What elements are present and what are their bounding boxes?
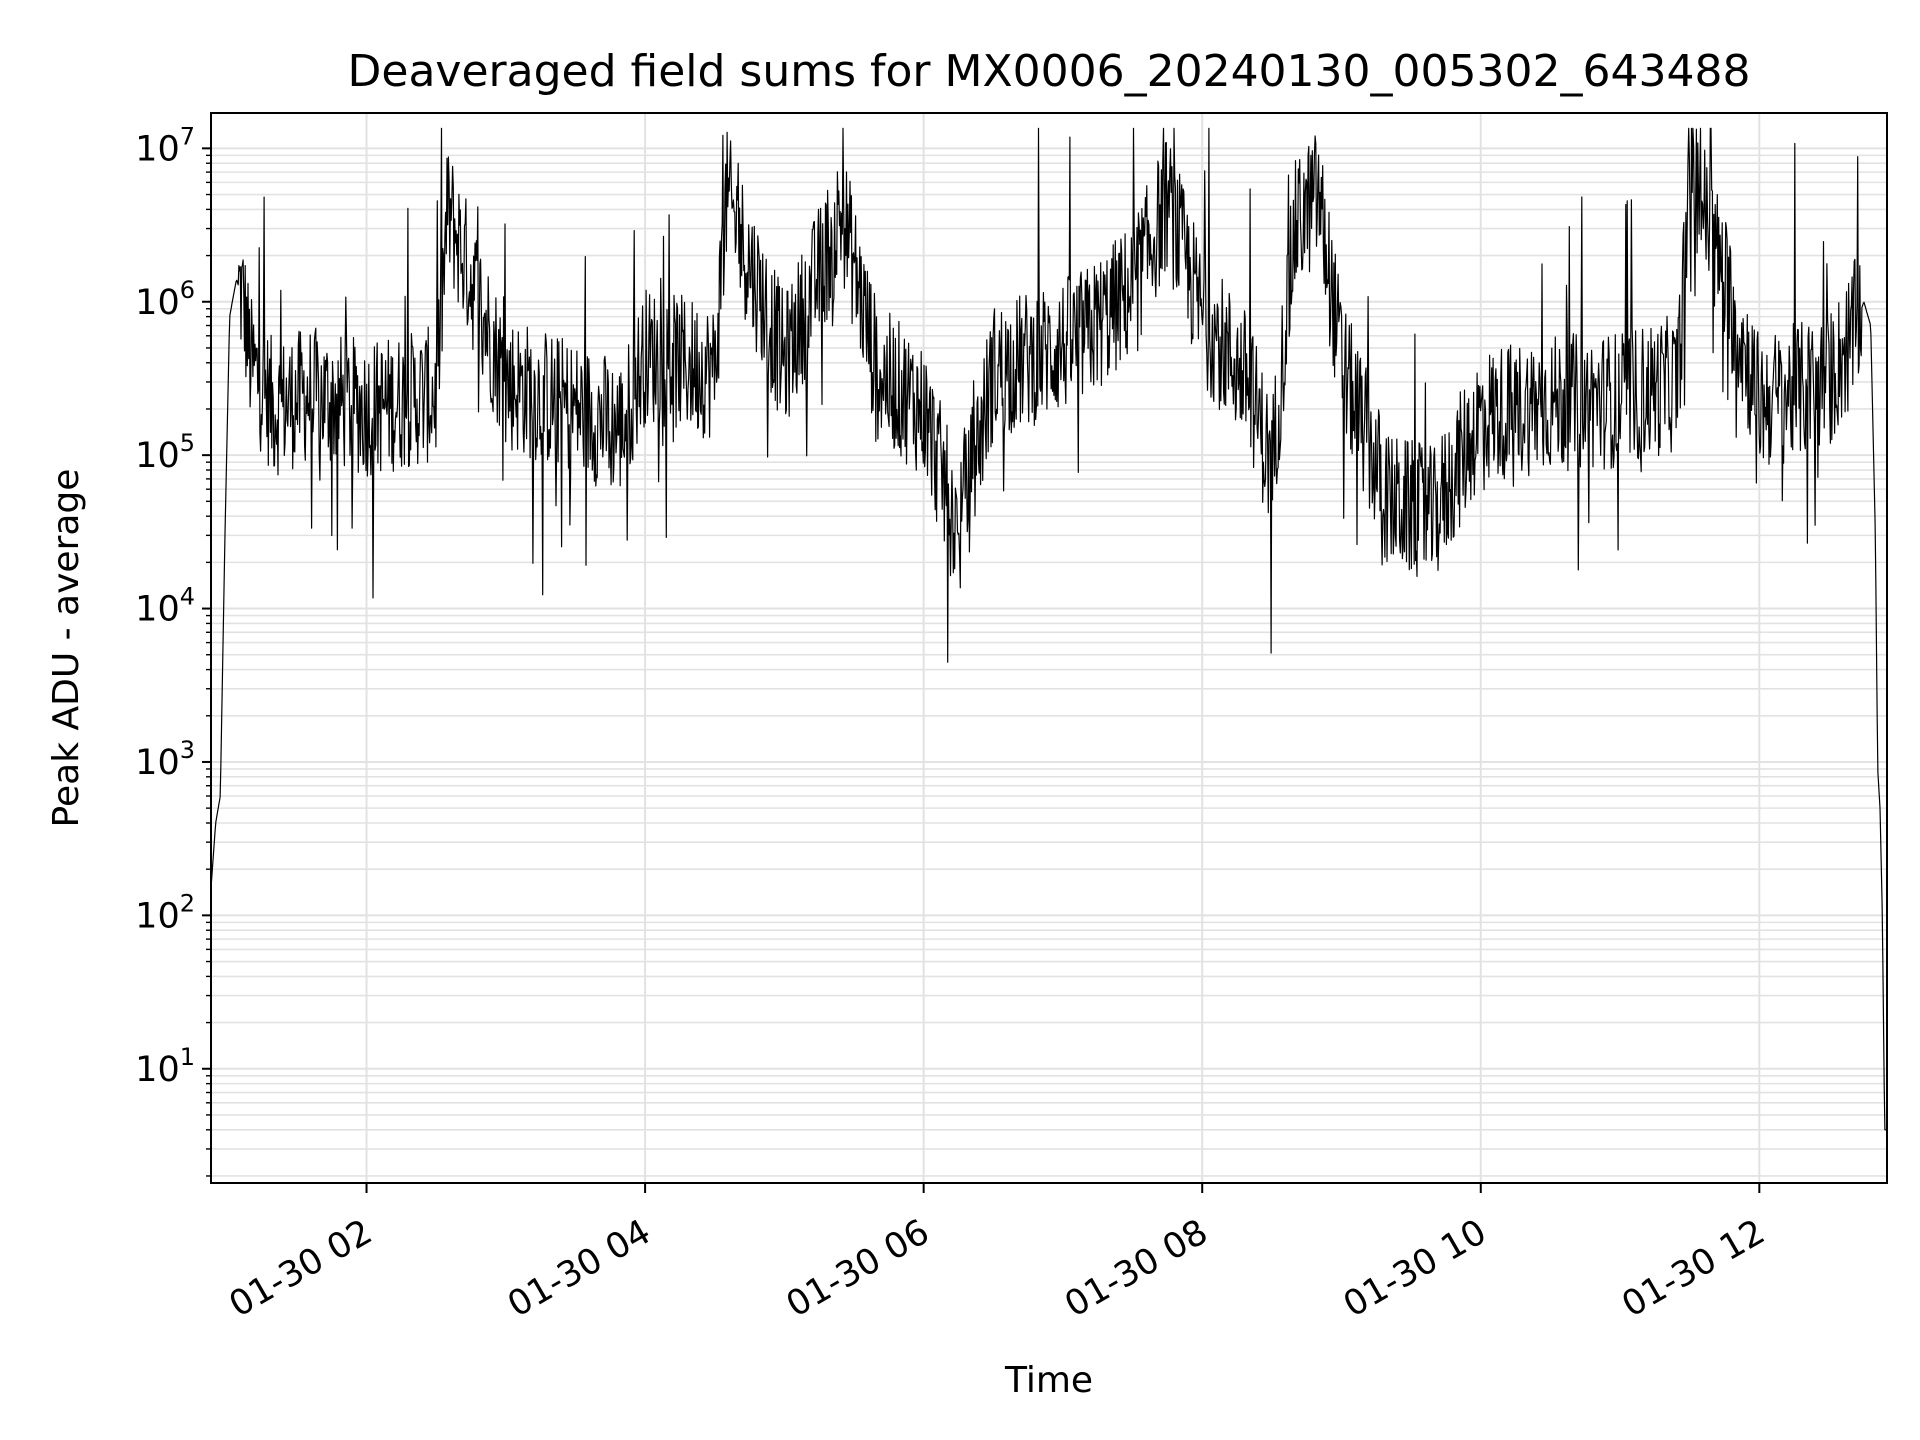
x-tick-label: 01-30 10 <box>1337 1212 1493 1325</box>
y-tick-label: 102 <box>135 889 195 936</box>
y-tick-label: 101 <box>135 1043 195 1090</box>
x-tick-label: 01-30 12 <box>1616 1212 1772 1325</box>
y-axis-label: Peak ADU - average <box>46 469 87 828</box>
x-tick-label: 01-30 04 <box>501 1212 657 1325</box>
y-tick-label: 103 <box>135 736 195 783</box>
series-line <box>210 127 1887 1131</box>
y-tick-label: 105 <box>135 429 195 476</box>
y-tick-label: 107 <box>135 122 195 169</box>
x-axis-label: Time <box>1004 1360 1093 1401</box>
chart-title: Deaveraged field sums for MX0006_2024013… <box>348 46 1751 97</box>
x-tick-label: 01-30 06 <box>780 1212 936 1325</box>
y-tick-label: 104 <box>135 583 195 630</box>
x-tick-label: 01-30 02 <box>223 1212 379 1325</box>
x-tick-label: 01-30 08 <box>1058 1212 1214 1325</box>
plot-area-frame <box>210 112 1888 1184</box>
axis-ticks: 101 102 103 104 105 106 107 01-30 02 01-30 04 01-… <box>135 122 1772 1325</box>
y-tick-label: 106 <box>135 276 195 323</box>
